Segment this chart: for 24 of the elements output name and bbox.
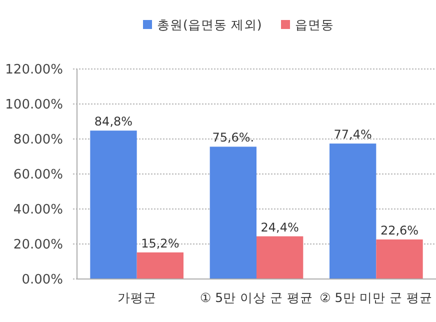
y-tick-label: 100.00% bbox=[5, 98, 63, 113]
data-label: 15,2% bbox=[141, 236, 180, 250]
data-label: 77,4% bbox=[334, 128, 372, 142]
legend-label: 읍면동 bbox=[295, 17, 334, 32]
bar bbox=[90, 130, 137, 279]
data-label: 84,8% bbox=[94, 114, 133, 129]
bar bbox=[256, 236, 304, 279]
y-tick-label: 40.00% bbox=[13, 202, 63, 218]
y-tick-label: 120.00% bbox=[5, 62, 63, 78]
data-label: 24,4% bbox=[260, 220, 299, 234]
data-label: 22,6% bbox=[380, 223, 419, 238]
x-tick-label: ② 5만 미만 군 평균 bbox=[320, 290, 433, 305]
legend-label: 총원(읍면동 제외) bbox=[157, 17, 262, 32]
x-tick-label: ① 5만 이상 군 평균 bbox=[200, 290, 314, 305]
y-tick-label: 20.00% bbox=[13, 238, 63, 253]
y-tick-label: 0.00% bbox=[22, 272, 63, 288]
y-tick-label: 60.00% bbox=[13, 168, 63, 183]
bar bbox=[376, 239, 423, 279]
data-label: 75,6%. bbox=[212, 130, 254, 145]
bar bbox=[136, 252, 184, 279]
y-tick-label: 80.00% bbox=[13, 132, 63, 148]
bar bbox=[329, 144, 376, 279]
x-tick-label: 가평군 bbox=[117, 290, 156, 305]
bar bbox=[210, 146, 256, 279]
